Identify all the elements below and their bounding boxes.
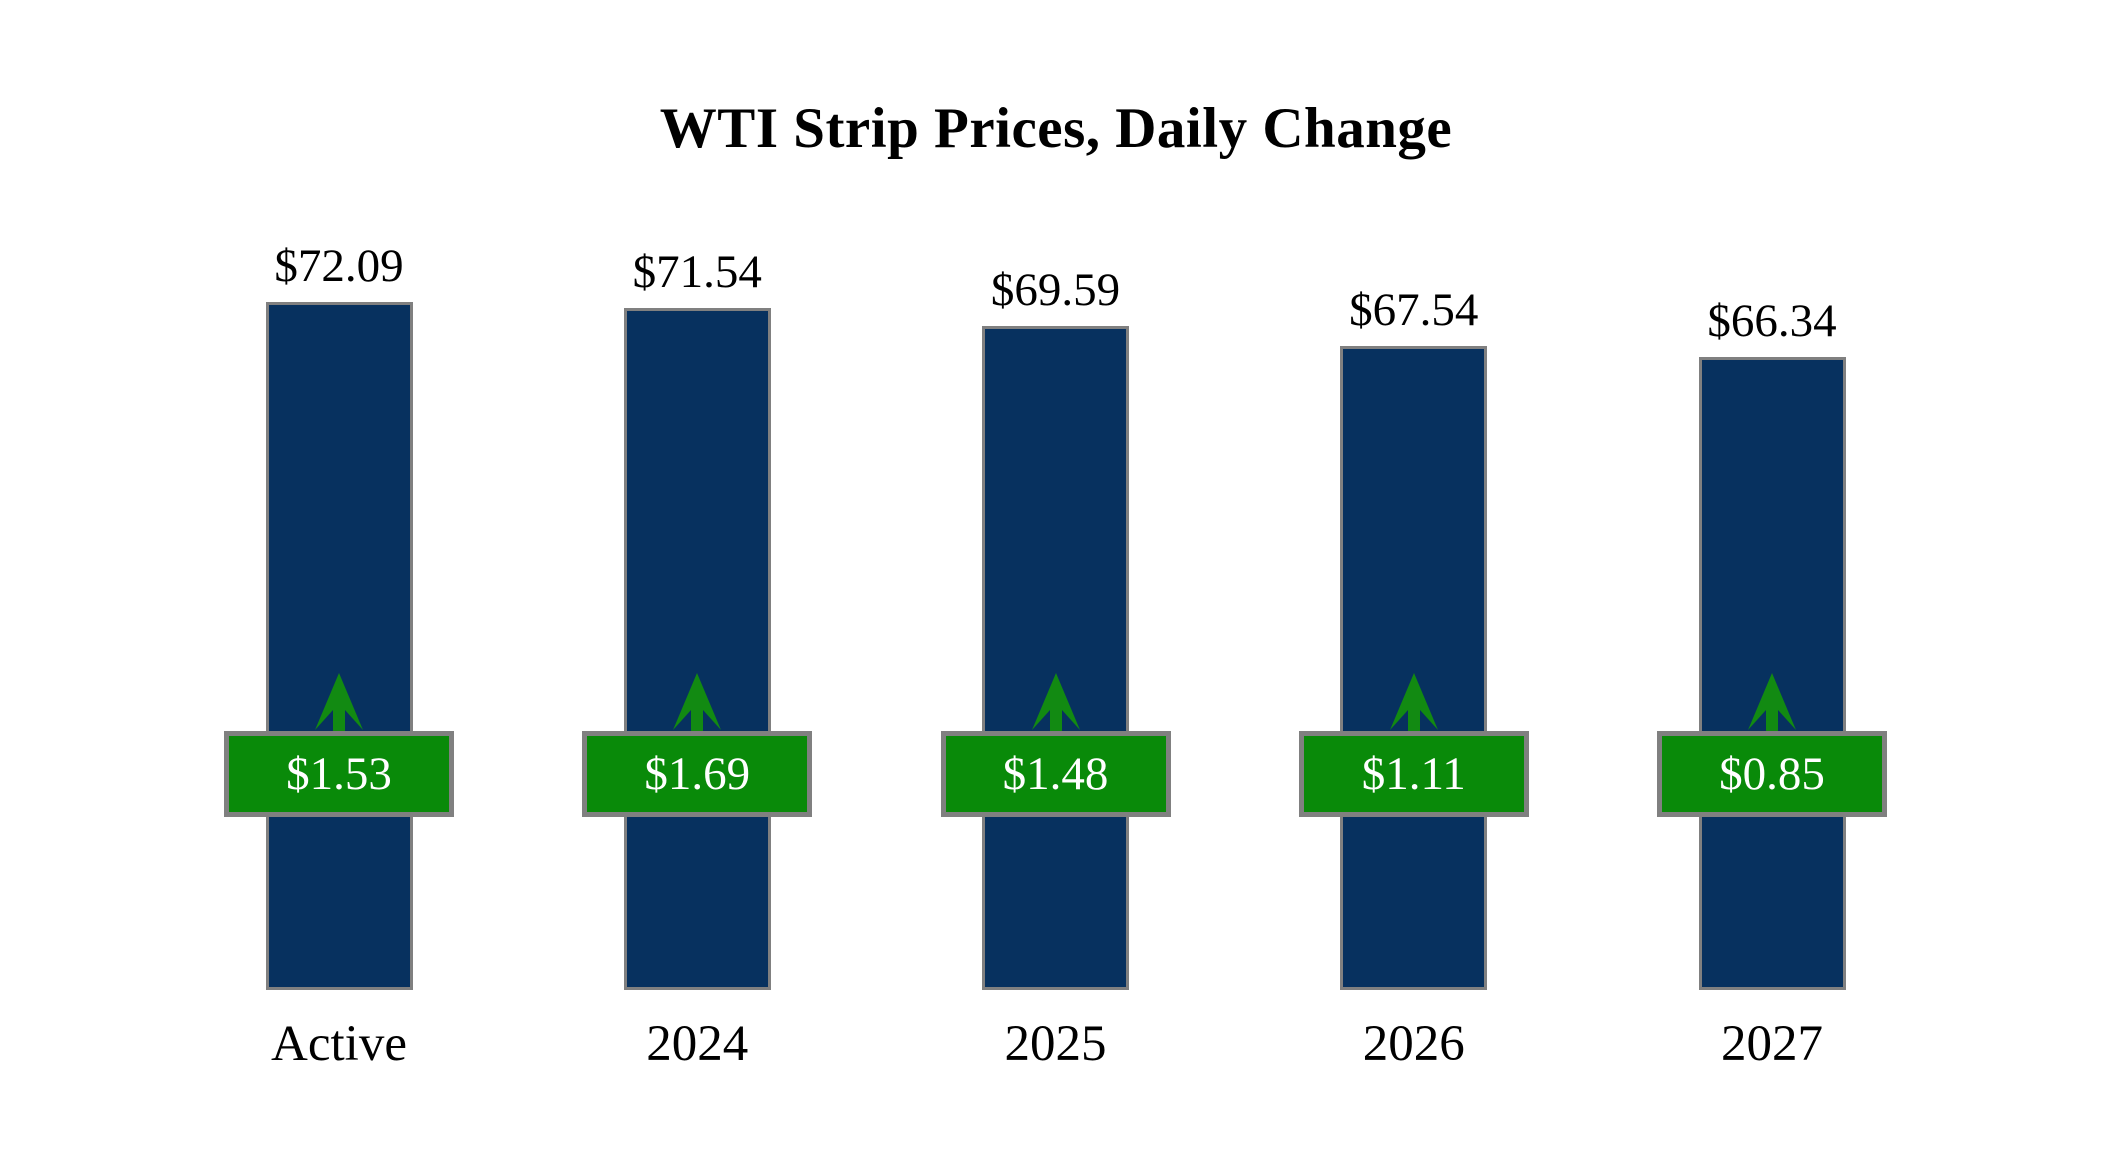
daily-change-label: $1.48 [1002, 748, 1109, 800]
up-arrow-icon [1031, 673, 1080, 731]
daily-change-badge: $0.85 [1657, 731, 1887, 817]
strip-price-bar [982, 326, 1129, 990]
strip-price-bar [1340, 346, 1488, 990]
strip-price-label: $67.54 [1349, 284, 1479, 336]
category-label: 2027 [1721, 1016, 1823, 1072]
strip-price-label: $72.09 [274, 240, 404, 292]
category-label: 2024 [646, 1016, 749, 1072]
chart-title: WTI Strip Prices, Daily Change [659, 97, 1453, 160]
up-arrow-icon [1389, 673, 1438, 731]
category-label: 2025 [1004, 1016, 1107, 1072]
strip-price-label: $69.59 [990, 264, 1121, 316]
up-arrow-icon [673, 673, 722, 731]
daily-change-badge: $1.11 [1298, 731, 1529, 817]
strip-price-bar [265, 302, 413, 990]
daily-change-badge: $1.53 [224, 731, 454, 817]
category-label: Active [271, 1016, 407, 1072]
daily-change-label: $1.11 [1361, 748, 1466, 800]
strip-price-label: $66.34 [1707, 295, 1837, 347]
daily-change-label: $0.85 [1719, 748, 1825, 800]
daily-change-badge: $1.69 [582, 731, 813, 817]
up-arrow-icon [315, 673, 363, 731]
strip-price-label: $71.54 [632, 246, 762, 298]
daily-change-label: $1.53 [286, 748, 392, 800]
daily-change-badge: $1.48 [940, 731, 1171, 817]
up-arrow-icon [1748, 673, 1796, 731]
daily-change-label: $1.69 [644, 748, 751, 800]
strip-price-bar [623, 308, 771, 990]
category-label: 2026 [1362, 1016, 1465, 1072]
